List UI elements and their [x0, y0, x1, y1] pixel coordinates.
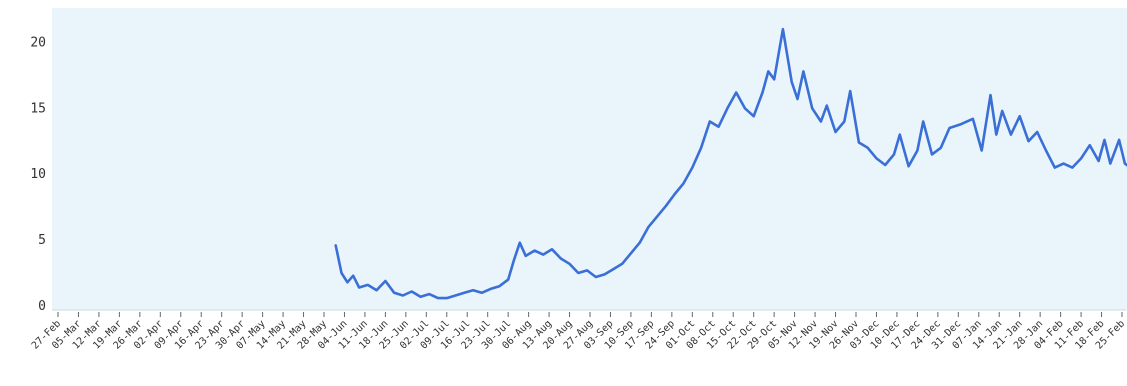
y-tick-label: 5	[38, 233, 46, 248]
x-axis: 27-Feb05-Mar12-Mar19-Mar26-Mar02-Apr09-A…	[30, 312, 1127, 352]
series-line	[334, 27, 1127, 300]
y-tick-label: 10	[30, 167, 46, 182]
plot-background	[52, 8, 1127, 310]
y-tick-label: 20	[30, 35, 46, 50]
y-tick-label: 15	[30, 101, 46, 116]
y-tick-label: 0	[38, 299, 46, 314]
y-axis: 0 5 10 15 20	[30, 35, 46, 314]
